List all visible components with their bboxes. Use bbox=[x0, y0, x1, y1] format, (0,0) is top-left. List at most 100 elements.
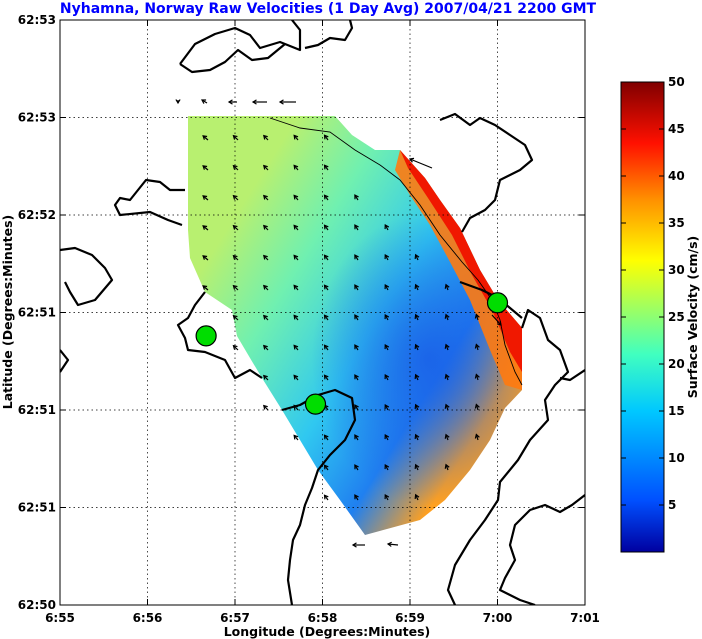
y-tick-label: 62:53 bbox=[18, 111, 56, 125]
velocity-arrow bbox=[491, 314, 502, 326]
velocity-arrow bbox=[323, 494, 329, 501]
velocity-arrow bbox=[232, 194, 239, 201]
velocity-arrow bbox=[354, 494, 359, 501]
colorbar-tick-label: 35 bbox=[668, 216, 685, 230]
colorbar-tick-label: 10 bbox=[668, 451, 685, 465]
velocity-arrow bbox=[232, 224, 239, 231]
y-tick-label: 62:51 bbox=[18, 403, 56, 417]
colorbar-ticks: 5 10 15 20 25 30 35 40 45 50 bbox=[621, 75, 685, 512]
velocity-arrow bbox=[293, 374, 299, 381]
velocity-arrow bbox=[414, 253, 420, 261]
velocity-arrow bbox=[323, 314, 329, 321]
velocity-arrow bbox=[278, 99, 296, 105]
velocity-arrow bbox=[414, 373, 420, 381]
velocity-arrow bbox=[354, 434, 359, 441]
velocity-arrow bbox=[293, 194, 299, 201]
velocity-arrow bbox=[384, 223, 390, 231]
high-velocity-edge bbox=[400, 150, 522, 372]
velocity-arrow bbox=[263, 224, 269, 231]
velocity-arrow bbox=[386, 541, 399, 547]
colorbar-tick-label: 40 bbox=[668, 169, 685, 183]
plot-content bbox=[60, 20, 585, 605]
colorbar-tick-label: 45 bbox=[668, 122, 685, 136]
colorbar-tick-label: 5 bbox=[668, 498, 676, 512]
velocity-arrow bbox=[263, 344, 269, 351]
velocity-arrow bbox=[444, 373, 450, 381]
velocity-arrow bbox=[323, 284, 329, 291]
velocity-arrow bbox=[474, 433, 480, 441]
velocity-arrow bbox=[293, 434, 299, 441]
velocity-arrow bbox=[293, 134, 299, 141]
velocity-arrow bbox=[175, 99, 181, 105]
velocity-arrow bbox=[414, 433, 420, 441]
velocity-arrow bbox=[202, 255, 209, 261]
velocity-arrow bbox=[408, 157, 433, 169]
x-tick-label: 7:00 bbox=[483, 611, 513, 625]
velocity-arrow bbox=[414, 403, 420, 411]
velocity-arrow bbox=[384, 373, 390, 381]
colorbar-tick-label: 25 bbox=[668, 310, 685, 324]
velocity-arrow bbox=[384, 313, 390, 321]
y-axis-label: Latitude (Degrees:Minutes) bbox=[0, 215, 15, 410]
velocity-arrow bbox=[474, 403, 480, 411]
velocity-arrow bbox=[414, 313, 420, 321]
x-tick-label: 6:56 bbox=[133, 611, 163, 625]
velocity-arrow bbox=[232, 284, 239, 291]
velocity-arrow bbox=[354, 254, 359, 261]
velocity-arrow bbox=[384, 493, 390, 501]
colorbar-tick-label: 20 bbox=[668, 357, 685, 371]
colorbar-tick-label: 15 bbox=[668, 404, 685, 418]
velocity-arrow bbox=[444, 433, 450, 441]
velocity-arrow bbox=[444, 463, 450, 471]
velocity-arrow bbox=[202, 195, 209, 201]
velocity-arrow bbox=[202, 285, 209, 291]
velocity-arrow bbox=[323, 194, 329, 201]
velocity-arrow bbox=[414, 493, 420, 501]
radar-site-marker bbox=[304, 393, 327, 415]
coastline bbox=[60, 20, 585, 605]
x-tick-label: 6:55 bbox=[45, 611, 75, 625]
velocity-arrow bbox=[293, 314, 299, 321]
velocity-arrow bbox=[384, 403, 390, 411]
contour-line bbox=[269, 117, 523, 386]
velocity-arrow bbox=[323, 434, 329, 441]
velocity-arrow bbox=[354, 314, 359, 321]
colorbar bbox=[620, 81, 665, 553]
y-tick-label: 62:52 bbox=[18, 208, 56, 222]
velocity-arrow bbox=[323, 134, 329, 141]
velocity-arrow bbox=[354, 404, 359, 411]
velocity-arrow bbox=[351, 542, 365, 548]
velocity-arrow bbox=[293, 254, 299, 261]
velocity-arrow bbox=[263, 374, 269, 381]
x-axis-label: Longitude (Degrees:Minutes) bbox=[224, 624, 431, 639]
velocity-arrow bbox=[414, 463, 420, 471]
velocity-arrow bbox=[251, 99, 267, 105]
velocity-arrow bbox=[263, 254, 269, 261]
velocity-arrow bbox=[323, 254, 329, 261]
velocity-arrow bbox=[202, 165, 209, 171]
velocity-arrow bbox=[474, 343, 480, 351]
velocity-arrows bbox=[175, 99, 502, 548]
velocity-arrow bbox=[354, 374, 359, 381]
velocity-arrow bbox=[263, 404, 269, 411]
velocity-arrow bbox=[293, 404, 299, 411]
velocity-arrow bbox=[232, 254, 239, 261]
velocity-arrow bbox=[414, 283, 420, 291]
velocity-arrow bbox=[444, 403, 450, 411]
colorbar-tick-label: 50 bbox=[668, 75, 685, 89]
velocity-arrow bbox=[354, 284, 359, 291]
y-axis: 62:50 62:51 62:51 62:51 62:52 62:53 62:53 bbox=[18, 13, 585, 612]
high-velocity-band bbox=[395, 150, 522, 390]
velocity-arrow bbox=[384, 253, 390, 261]
velocity-arrow bbox=[263, 314, 269, 321]
velocity-arrow bbox=[474, 373, 480, 381]
velocity-arrow bbox=[474, 313, 480, 321]
radar-site-marker bbox=[486, 292, 509, 314]
velocity-arrow bbox=[263, 284, 269, 291]
x-axis: 6:55 6:56 6:57 6:58 6:59 7:00 7:01 bbox=[45, 20, 600, 625]
velocity-arrow bbox=[263, 134, 269, 141]
colorbar-label: Surface Velocity (cm/s) bbox=[685, 236, 700, 399]
velocity-arrow bbox=[323, 164, 329, 171]
y-tick-label: 62:53 bbox=[18, 13, 56, 27]
velocity-arrow bbox=[323, 224, 329, 231]
